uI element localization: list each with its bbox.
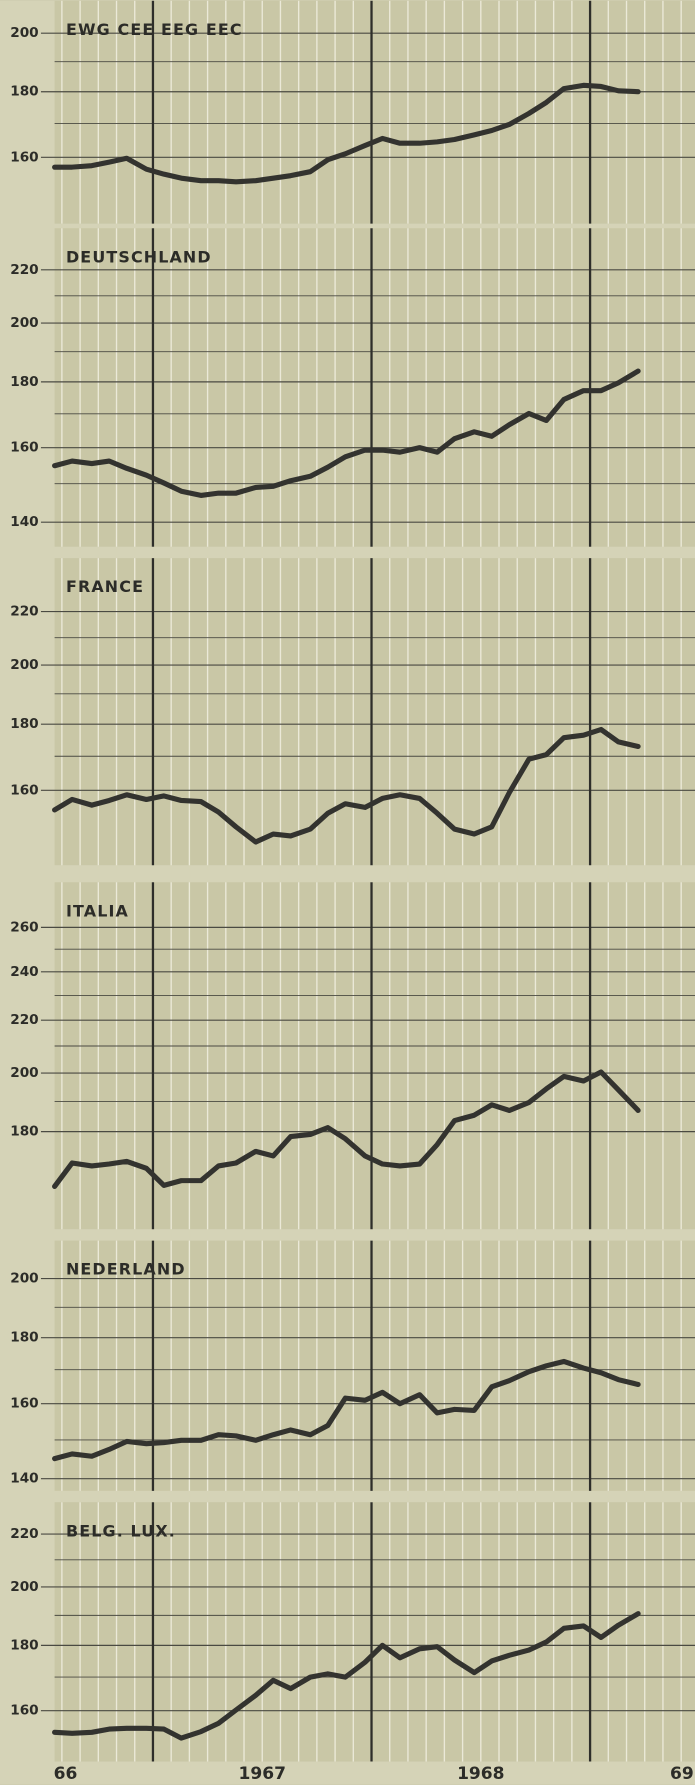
y-tick-label: 220: [10, 604, 38, 620]
y-tick-label: 160: [10, 440, 38, 456]
y-tick-label: 140: [10, 1471, 38, 1487]
y-tick-label: 180: [10, 84, 38, 100]
x-tick-label: 66: [54, 1764, 78, 1784]
y-tick-label: 200: [10, 25, 38, 41]
panel-title: DEUTSCHLAND: [66, 247, 212, 266]
x-tick-label: 69: [670, 1764, 694, 1784]
plot-area: [54, 0, 695, 224]
panel-title: NEDERLAND: [66, 1260, 186, 1279]
plot-area: [54, 1502, 695, 1762]
y-tick-label: 200: [10, 1579, 38, 1595]
plot-area: [54, 882, 695, 1230]
data-line: [52, 1358, 641, 1462]
data-line: [52, 82, 641, 185]
plot-area: [54, 228, 695, 547]
y-tick-label: 200: [10, 657, 38, 673]
y-tick-label: 200: [10, 315, 38, 331]
data-line: [52, 1611, 641, 1741]
y-tick-label: 180: [10, 1124, 38, 1140]
panel-title: EWG CEE EEG EEC: [66, 20, 243, 39]
y-tick-label: 160: [10, 149, 38, 165]
panel-title: FRANCE: [66, 577, 144, 596]
data-line: [52, 1069, 641, 1189]
y-tick-label: 200: [10, 1065, 38, 1081]
x-tick-label: 1967: [239, 1764, 286, 1784]
y-tick-label: 200: [10, 1271, 38, 1287]
panel-title: BELG. LUX.: [66, 1521, 176, 1540]
y-tick-label: 220: [10, 1012, 38, 1028]
y-tick-label: 260: [10, 919, 38, 935]
y-tick-label: 160: [10, 782, 38, 798]
y-tick-label: 140: [10, 514, 38, 530]
y-tick-label: 160: [10, 1703, 38, 1719]
y-tick-label: 240: [10, 964, 38, 980]
x-tick-label: 1968: [457, 1764, 504, 1784]
data-line: [52, 726, 641, 845]
panel-title: ITALIA: [66, 901, 129, 920]
y-tick-label: 180: [10, 1330, 38, 1346]
y-tick-label: 180: [10, 1637, 38, 1653]
plot-area: [54, 1240, 695, 1491]
data-line: [52, 368, 641, 498]
y-tick-label: 220: [10, 262, 38, 278]
y-tick-label: 180: [10, 716, 38, 732]
y-tick-label: 160: [10, 1396, 38, 1412]
plot-area: [54, 558, 695, 866]
y-tick-label: 220: [10, 1526, 38, 1542]
y-tick-label: 180: [10, 374, 38, 390]
